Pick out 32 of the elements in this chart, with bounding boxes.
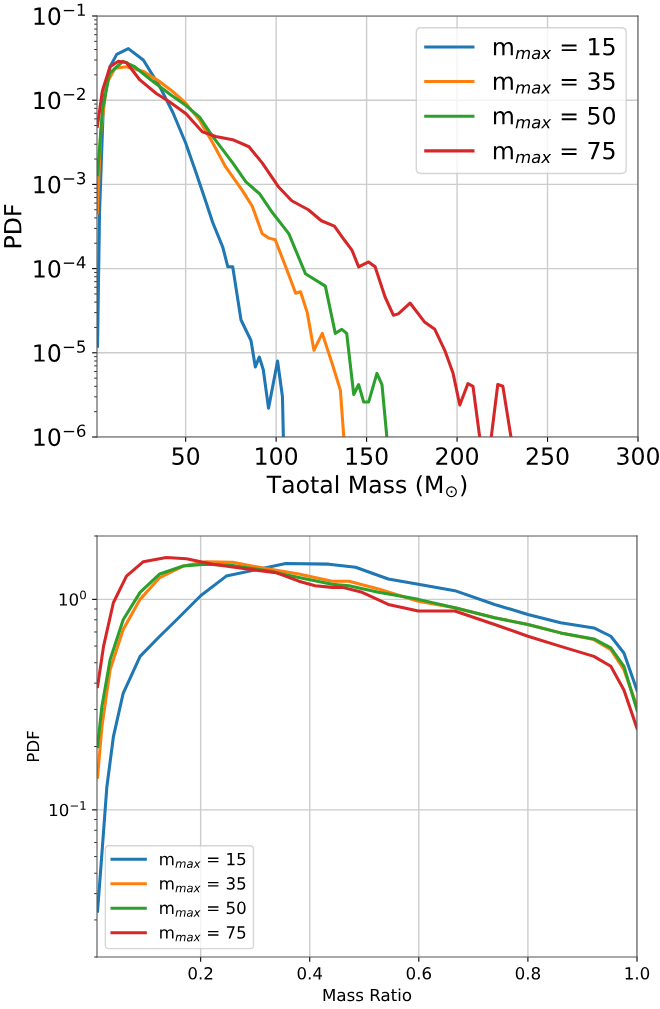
x-tick-label: 300 [617,447,659,465]
x-tick-label: 50 [172,447,200,465]
legend-label: m$_{max}$ = 15 [493,37,615,60]
y-tick-label: 10$^{−1}$ [34,3,85,26]
x-tick-label: 0.2 [188,967,213,980]
y-tick-label: 10$^{−1}$ [49,801,86,817]
x-axis-title: Mass Ratio [323,988,412,1002]
x-tick-label: 0.4 [297,967,323,980]
x-tick-label: 0.6 [406,967,432,980]
x-tick-label: 0.8 [515,967,541,980]
legend-label: m$_{max}$ = 35 [493,72,615,94]
legend-label: m$_{max}$ = 50 [493,106,615,129]
y-axis-title: PDF [4,204,22,248]
x-tick-label: 250 [526,447,569,465]
y-tick-label: 10$^{−3}$ [34,171,86,194]
y-axis-title: PDF [26,731,40,762]
legend-label: m$_{max}$ = 75 [493,141,615,164]
x-tick-label: 100 [256,447,298,465]
x-tick-label: 200 [436,447,479,465]
y-tick-label: 10$^{−2}$ [34,87,85,110]
line-series [97,59,389,437]
y-tick-label: 10$^{−6}$ [34,424,86,447]
legend-label: m$_{max}$ = 15 [160,852,246,869]
x-axis-title: Taotal Mass (M$_{⊙}$) [266,475,467,498]
legend-label: m$_{max}$ = 50 [160,901,246,917]
y-tick-label: 10$^{−5}$ [34,340,85,362]
y-tick-label: 10$^{−4}$ [34,256,86,278]
legend-label: m$_{max}$ = 75 [160,926,246,942]
x-tick-label: 1.0 [625,967,650,980]
y-tick-label: 10$^{0}$ [59,590,86,606]
legend-label: m$_{max}$ = 35 [160,877,246,893]
x-tick-label: 150 [346,447,388,465]
